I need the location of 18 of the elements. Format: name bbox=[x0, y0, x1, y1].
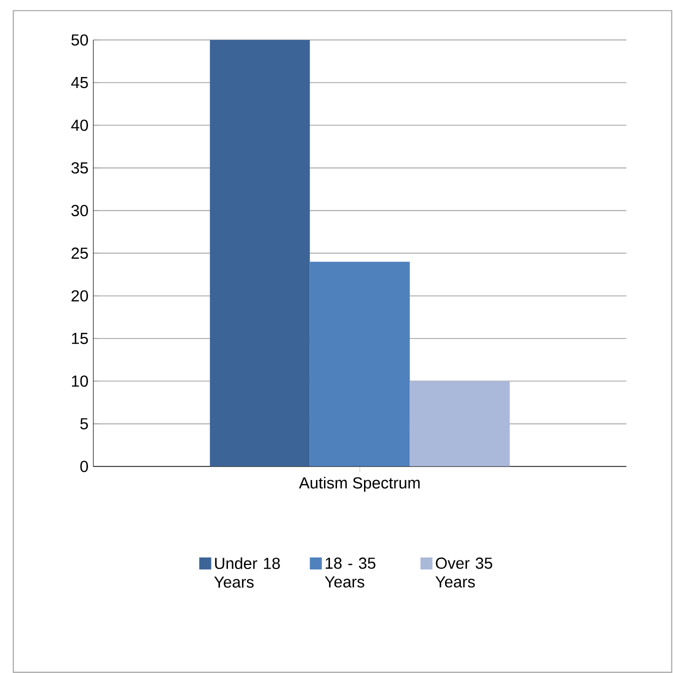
y-tick-label: 15 bbox=[72, 332, 88, 344]
y-tick-label: 20 bbox=[72, 290, 88, 302]
y-tick-label: 10 bbox=[72, 375, 88, 387]
bar bbox=[410, 381, 510, 466]
y-tick-label: 30 bbox=[71, 204, 88, 216]
y-tick-label: 40 bbox=[71, 120, 88, 131]
x-tick-label: Autism Spectrum bbox=[298, 476, 420, 492]
y-tick-label: 0 bbox=[80, 460, 88, 472]
legend-label: 18 - 35 Years bbox=[324, 558, 376, 588]
y-tick-label: 50 bbox=[71, 34, 88, 46]
legend-label: Over 35 Years bbox=[435, 558, 492, 588]
bar bbox=[210, 40, 310, 466]
y-tick-label: 35 bbox=[71, 162, 88, 174]
y-tick-label: 5 bbox=[80, 418, 88, 430]
y-tick-label: 45 bbox=[71, 77, 88, 88]
y-tick-label: 25 bbox=[72, 248, 88, 259]
legend-label: Under 18 Years bbox=[214, 557, 280, 588]
bar bbox=[310, 262, 410, 466]
